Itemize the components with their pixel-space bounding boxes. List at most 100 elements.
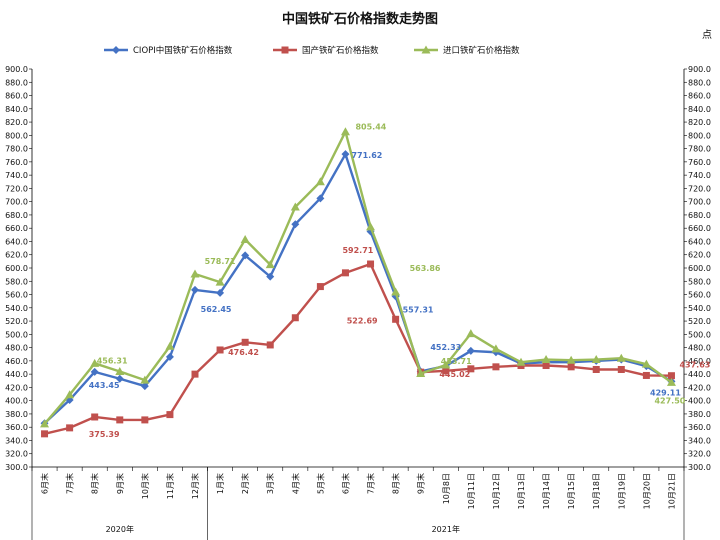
data-point-marker [367,260,375,268]
data-point-marker [617,365,625,373]
data-label: 562.45 [201,305,232,314]
y-tick-label-right: 880.0 [688,78,711,87]
data-label: 437.63 [679,361,710,370]
x-tick-label: 10月14日 [542,473,551,509]
data-point-marker [666,377,676,386]
data-point-marker [40,419,50,428]
x-tick-label: 6月末 [40,473,50,494]
data-point-marker [616,353,626,362]
data-label: 805.44 [355,123,386,132]
data-point-marker [290,202,300,211]
data-labels: 443.45 562.45 771.62 557.31 452.33 429.11 375.… [89,123,711,439]
data-point-marker [166,411,174,419]
data-point-marker [541,355,551,364]
data-point-marker [41,430,49,438]
data-point-marker [241,251,250,260]
data-point-marker [642,371,650,379]
y-tick-label-left: 420.0 [5,383,28,392]
data-point-marker [216,288,225,297]
data-point-marker [492,363,500,371]
legend-label: CIOPI中国铁矿石价格指数 [133,45,233,56]
x-tick-label: 10月8日 [442,473,451,504]
y-tick-label-right: 800.0 [688,131,711,140]
x-tick-label: 2月末 [240,473,250,494]
y-tick-label-left: 560.0 [5,291,28,300]
y-tick-label-left: 640.0 [5,237,28,246]
data-point-marker [115,374,124,383]
y-tick-label-right: 860.0 [688,92,711,101]
y-tick-label-left: 460.0 [5,357,28,366]
y-tick-label-left: 780.0 [5,145,28,154]
data-point-marker [291,314,299,322]
legend-label: 进口铁矿石价格指数 [443,45,520,56]
data-point-marker [366,222,376,231]
data-label: 429.11 [650,388,681,397]
y-tick-label-right: 560.0 [688,291,711,300]
legend: CIOPI中国铁矿石价格指数 国产铁矿石价格指数 进口铁矿石价格指数 [104,45,520,56]
data-point-marker [315,177,325,186]
data-point-marker [241,338,249,346]
data-point-marker [90,367,99,376]
data-point-marker [65,390,75,399]
x-tick-label: 9月末 [115,473,125,494]
unit-label: 点 [702,29,712,41]
y-tick-label-left: 880.0 [5,78,28,87]
series-line-1 [44,262,672,436]
x-tick-label: 3月末 [265,473,275,494]
data-point-marker [392,315,400,323]
data-label: 522.69 [347,316,378,325]
y-tick-label-left: 500.0 [5,330,28,339]
legend-marker [421,45,431,54]
chart-title: 中国铁矿石价格指数走势图 [282,11,438,27]
y-tick-label-left: 820.0 [5,118,28,127]
x-tick-label: 10月12日 [492,473,501,509]
y-tick-label-left: 800.0 [5,131,28,140]
y-tick-label-left: 480.0 [5,344,28,353]
y-tick-label-right: 500.0 [688,330,711,339]
x-tick-label: 7月末 [65,473,75,494]
data-point-marker [516,357,526,366]
series-line-0 [43,152,673,425]
axes: 300.0 300.0 320.0 320.0 340.0 340.0 360.0 360.0… [5,65,711,540]
y-tick-label-left: 520.0 [5,317,28,326]
data-point-marker [141,416,149,424]
data-label: 578.71 [205,257,236,266]
y-tick-label-right: 580.0 [688,277,711,286]
data-point-marker [266,272,275,281]
legend-marker [281,46,289,54]
y-tick-label-left: 600.0 [5,264,28,273]
y-tick-label-right: 660.0 [688,224,711,233]
data-point-marker [340,127,350,136]
y-tick-label-right: 840.0 [688,105,711,114]
data-point-marker [441,360,451,369]
y-tick-label-right: 340.0 [688,436,711,445]
data-point-marker [291,220,300,229]
data-point-marker [240,234,250,243]
y-tick-label-left: 680.0 [5,211,28,220]
data-label: 445.02 [439,370,470,379]
y-tick-label-right: 820.0 [688,118,711,127]
x-tick-label: 10月18日 [592,473,601,509]
data-label: 453.71 [441,357,472,366]
data-point-marker [566,355,576,364]
year-group-label: 2021年 [432,524,460,534]
data-label: 563.86 [410,264,441,273]
y-tick-label-right: 300.0 [688,463,711,472]
data-point-marker [641,359,651,368]
data-point-marker [591,355,601,364]
y-tick-label-right: 440.0 [688,370,711,379]
x-tick-label: 1月末 [215,473,225,494]
y-tick-label-left: 400.0 [5,397,28,406]
x-tick-label: 10月13日 [517,473,526,509]
data-point-marker [90,358,100,367]
data-point-marker [116,416,124,424]
y-tick-label-right: 420.0 [688,383,711,392]
y-tick-label-right: 680.0 [688,211,711,220]
data-point-marker [592,365,600,373]
data-point-marker [416,368,426,377]
data-point-marker [91,413,99,421]
data-point-marker [165,352,174,361]
y-tick-label-right: 900.0 [688,65,711,74]
data-label: 375.39 [89,430,120,439]
